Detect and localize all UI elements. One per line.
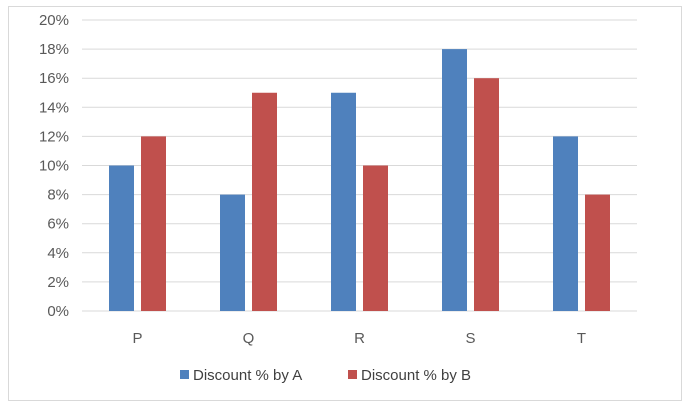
y-tick-label: 6% (47, 216, 69, 233)
x-axis-tick-labels: P Q R S T (132, 330, 586, 347)
x-tick-label: R (354, 330, 365, 347)
y-tick-label: 18% (39, 41, 69, 58)
bar-r-series-2 (363, 165, 388, 311)
bar-p-series-2 (141, 136, 166, 311)
y-tick-label: 12% (39, 128, 69, 145)
y-tick-label: 4% (47, 245, 69, 262)
bar-s-series-2 (474, 78, 499, 311)
legend: Discount % by A Discount % by B (180, 367, 471, 384)
y-tick-label: 14% (39, 99, 69, 116)
x-tick-label: S (465, 330, 475, 347)
legend-swatch (348, 370, 357, 379)
bar-q-series-1 (220, 194, 245, 311)
bar-q-series-2 (252, 92, 277, 311)
gridlines (82, 19, 637, 312)
x-tick-label: P (132, 330, 142, 347)
legend-swatch (180, 370, 189, 379)
bar-r-series-1 (331, 92, 356, 311)
y-tick-label: 16% (39, 70, 69, 87)
y-tick-label: 2% (47, 274, 69, 291)
y-tick-label: 10% (39, 158, 69, 175)
bar-t-series-2 (585, 194, 610, 311)
legend-label: Discount % by A (193, 367, 302, 384)
bar-p-series-1 (109, 165, 134, 311)
bars (109, 49, 610, 311)
x-tick-label: T (577, 330, 586, 347)
bar-s-series-1 (442, 49, 467, 311)
y-tick-label: 8% (47, 187, 69, 204)
y-tick-label: 20% (39, 12, 69, 29)
legend-label: Discount % by B (361, 367, 471, 384)
y-axis-tick-labels: 0% 2% 4% 6% 8% 10% 12% 14% 16% 18% 20% (39, 12, 69, 320)
x-tick-label: Q (243, 330, 255, 347)
bar-t-series-1 (553, 136, 578, 311)
y-tick-label: 0% (47, 303, 69, 320)
